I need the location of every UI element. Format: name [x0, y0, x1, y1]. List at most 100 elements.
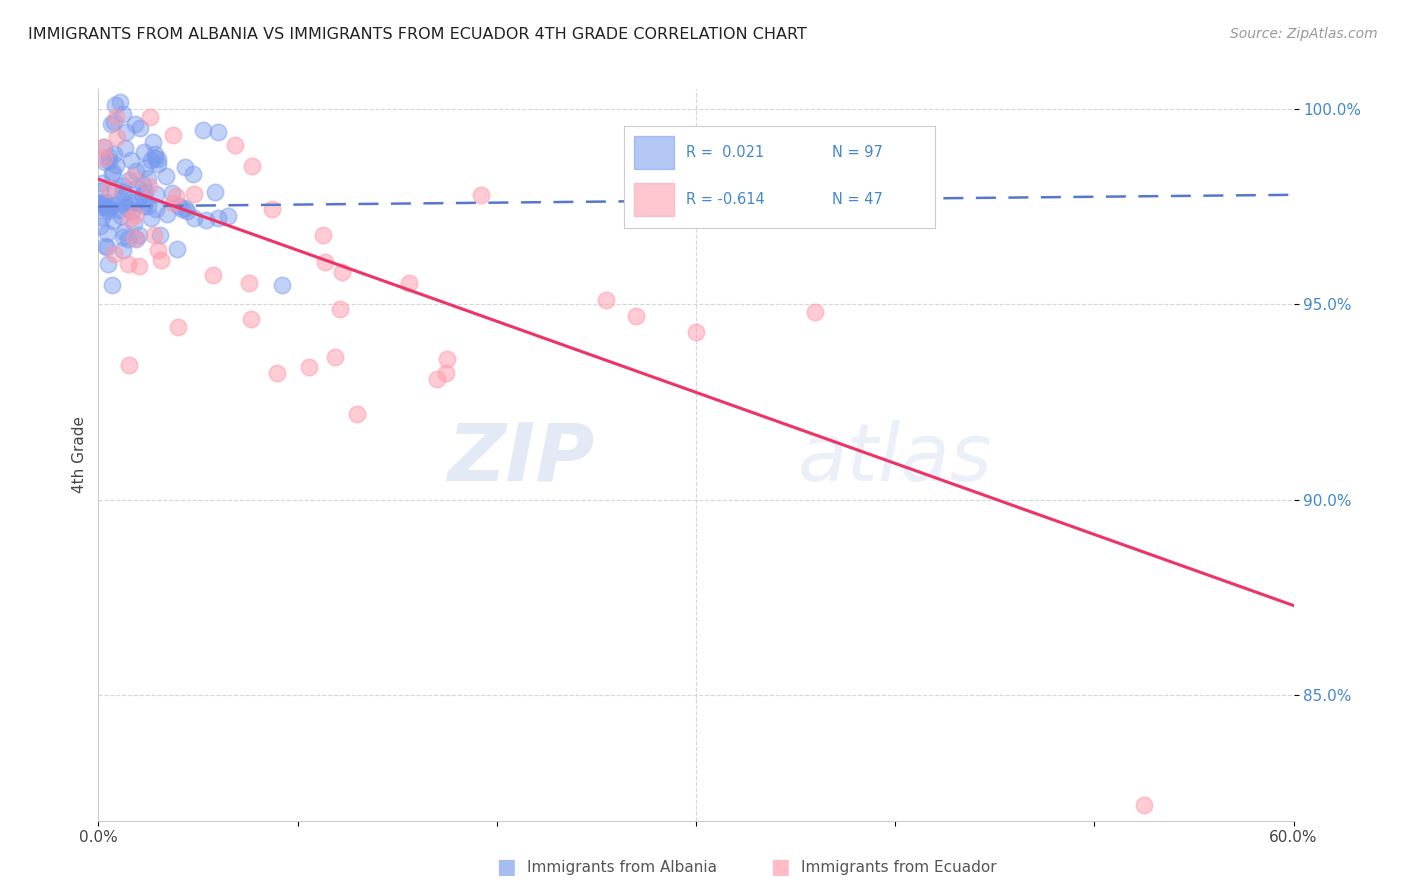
Point — [107, 129, 129, 144]
Point — [426, 371, 449, 385]
Point — [112, 230, 135, 244]
Point — [398, 276, 420, 290]
Point — [111, 243, 134, 257]
Point — [125, 232, 148, 246]
Point — [207, 125, 229, 139]
Point — [314, 255, 336, 269]
Point — [191, 123, 214, 137]
Point — [183, 211, 205, 226]
Text: atlas: atlas — [797, 419, 993, 498]
Text: Immigrants from Ecuador: Immigrants from Ecuador — [801, 860, 997, 874]
Point — [111, 196, 134, 211]
Point — [104, 158, 127, 172]
Point — [93, 139, 115, 153]
Point — [240, 311, 263, 326]
Point — [148, 228, 170, 243]
Y-axis label: 4th Grade: 4th Grade — [72, 417, 87, 493]
Point — [97, 257, 120, 271]
Point — [112, 107, 135, 121]
Point — [436, 352, 458, 367]
Point — [100, 117, 122, 131]
Point — [94, 239, 117, 253]
Point — [143, 147, 166, 161]
Point — [298, 359, 321, 374]
Point — [101, 167, 124, 181]
Point — [434, 366, 457, 380]
Point — [91, 210, 114, 224]
Point — [595, 293, 617, 308]
Point — [91, 176, 114, 190]
Point — [105, 110, 128, 124]
Point — [160, 186, 183, 200]
Point — [143, 151, 166, 165]
Point — [93, 151, 115, 165]
Bar — [634, 136, 673, 169]
Point — [134, 161, 156, 175]
Text: Immigrants from Albania: Immigrants from Albania — [527, 860, 717, 874]
Point — [217, 209, 239, 223]
Point — [125, 181, 148, 195]
Point — [91, 139, 114, 153]
Point — [132, 188, 155, 202]
Point — [145, 187, 167, 202]
Point — [346, 407, 368, 421]
Point — [103, 115, 125, 129]
Point — [202, 268, 225, 282]
Point — [162, 128, 184, 142]
Text: R =  0.021: R = 0.021 — [686, 145, 765, 160]
Point — [172, 202, 194, 217]
Point — [1133, 797, 1156, 812]
Text: N = 97: N = 97 — [832, 145, 883, 160]
Point — [167, 319, 190, 334]
Point — [332, 265, 354, 279]
Point — [111, 185, 134, 199]
Point — [118, 173, 141, 187]
Point — [89, 196, 111, 211]
Point — [120, 198, 142, 212]
Point — [114, 125, 136, 139]
Point — [91, 197, 114, 211]
Point — [96, 226, 118, 240]
Point — [145, 202, 167, 216]
Point — [166, 242, 188, 256]
Point — [98, 153, 121, 168]
Point — [89, 200, 111, 214]
Point — [118, 358, 141, 372]
Point — [94, 194, 117, 209]
Point — [238, 277, 260, 291]
Point — [89, 219, 111, 234]
Point — [101, 165, 124, 179]
Point — [124, 231, 146, 245]
Point — [110, 95, 132, 109]
Point — [111, 179, 134, 194]
Text: IMMIGRANTS FROM ALBANIA VS IMMIGRANTS FROM ECUADOR 4TH GRADE CORRELATION CHART: IMMIGRANTS FROM ALBANIA VS IMMIGRANTS FR… — [28, 27, 807, 42]
Point — [124, 216, 146, 230]
Point — [165, 189, 187, 203]
Point — [114, 141, 136, 155]
Point — [91, 195, 114, 210]
Point — [139, 110, 162, 124]
Point — [103, 247, 125, 261]
Point — [114, 200, 136, 214]
Text: ■: ■ — [770, 857, 790, 877]
Point — [128, 259, 150, 273]
Text: N = 47: N = 47 — [832, 192, 883, 207]
Point — [118, 211, 141, 226]
Point — [134, 195, 156, 210]
Point — [260, 202, 283, 217]
Point — [804, 305, 827, 319]
Point — [132, 178, 155, 192]
Point — [271, 277, 294, 292]
Point — [89, 184, 111, 198]
Point — [204, 185, 226, 199]
Point — [96, 240, 118, 254]
Point — [110, 210, 132, 224]
Point — [167, 199, 190, 213]
Point — [685, 325, 707, 339]
Point — [117, 232, 139, 246]
Point — [470, 187, 492, 202]
Point — [136, 199, 159, 213]
Point — [181, 168, 204, 182]
Point — [325, 350, 347, 364]
Point — [101, 198, 124, 212]
